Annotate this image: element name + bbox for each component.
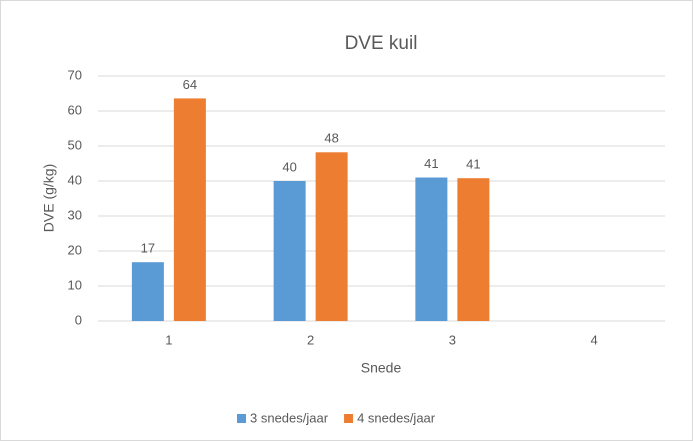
bar bbox=[315, 152, 348, 321]
data-label: 41 bbox=[466, 157, 480, 172]
y-tick-label: 10 bbox=[68, 277, 82, 292]
bar bbox=[273, 181, 306, 321]
data-label: 64 bbox=[183, 77, 197, 92]
chart-title: DVE kuil bbox=[345, 33, 418, 54]
legend-label: 3 snedes/jaar bbox=[250, 410, 329, 425]
legend-swatch bbox=[344, 414, 354, 423]
y-axis-title: DVE (g/kg) bbox=[41, 164, 57, 232]
data-label: 41 bbox=[424, 156, 438, 171]
legend-swatch bbox=[237, 414, 246, 423]
bar bbox=[457, 178, 490, 321]
x-tick-label: 3 bbox=[449, 332, 456, 347]
x-axis-title: Snede bbox=[361, 360, 402, 376]
x-tick-label: 1 bbox=[165, 332, 172, 347]
y-tick-label: 20 bbox=[68, 242, 82, 257]
legend-label: 4 snedes/jaar bbox=[357, 410, 436, 425]
y-tick-label: 0 bbox=[75, 312, 82, 327]
y-tick-label: 60 bbox=[68, 102, 82, 117]
y-tick-label: 50 bbox=[68, 137, 82, 152]
bar bbox=[415, 177, 448, 321]
y-tick-label: 40 bbox=[68, 172, 82, 187]
x-tick-label: 4 bbox=[591, 332, 598, 347]
x-tick-label: 2 bbox=[307, 332, 314, 347]
y-tick-label: 70 bbox=[68, 67, 82, 82]
data-label: 17 bbox=[141, 241, 155, 256]
y-tick-label: 30 bbox=[68, 207, 82, 222]
data-label: 48 bbox=[324, 131, 338, 146]
bar bbox=[173, 98, 206, 322]
bar bbox=[131, 262, 164, 321]
data-label: 40 bbox=[282, 159, 296, 174]
